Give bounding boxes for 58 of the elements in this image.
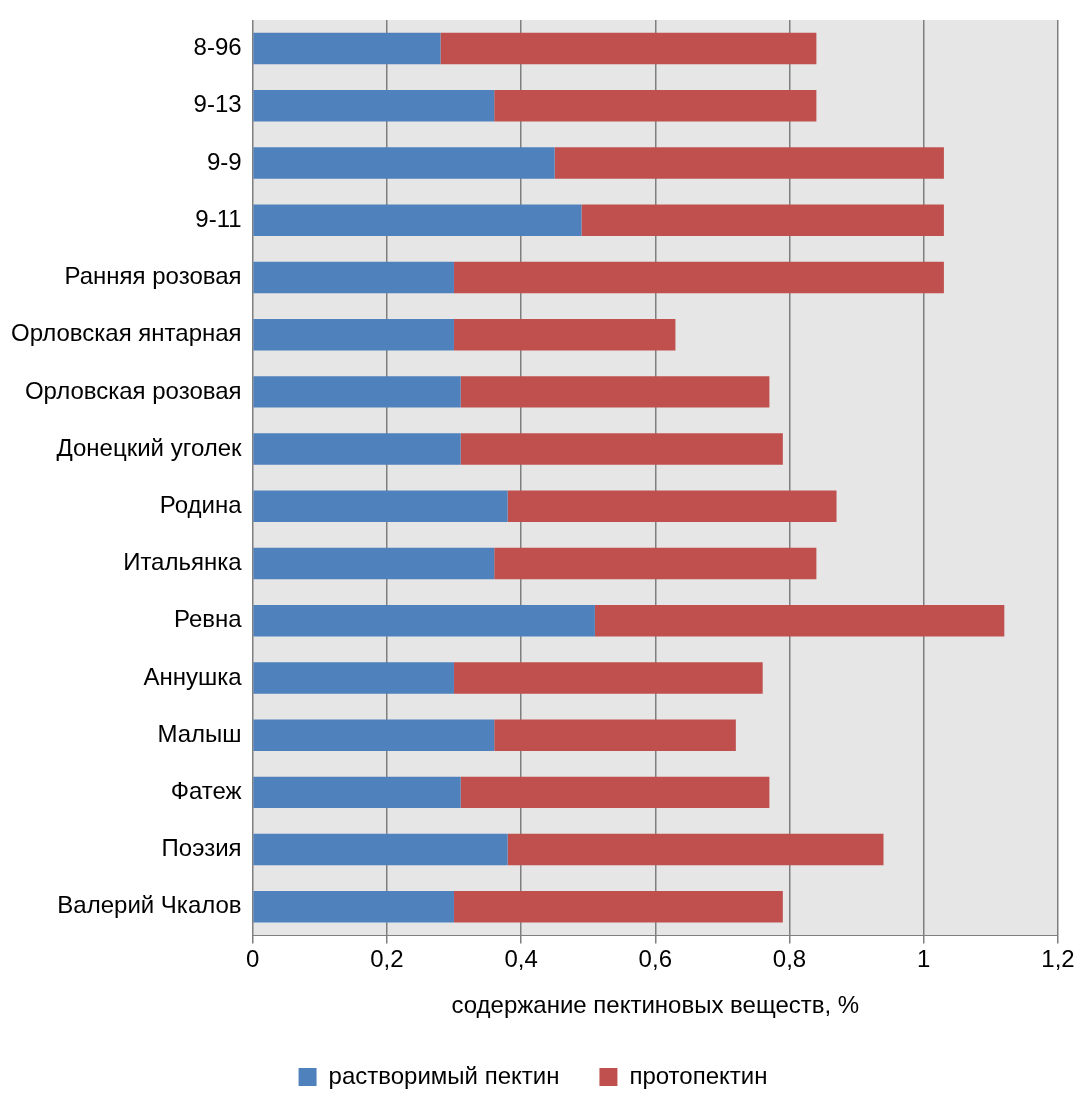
bar <box>453 261 944 294</box>
x-tick-label: 0 <box>245 945 260 973</box>
bar <box>253 147 555 179</box>
legend-label: растворимый пектин <box>328 1061 560 1089</box>
bar <box>253 662 454 694</box>
y-tick-label: 8-96 <box>193 33 242 61</box>
y-tick-label: Орловская розовая <box>24 376 242 404</box>
bar <box>453 891 783 923</box>
y-tick-label: Валерий Чкалов <box>57 891 242 919</box>
x-tick-label: 1 <box>917 945 931 973</box>
bar <box>453 662 763 694</box>
y-tick-label: Итальянка <box>123 548 243 576</box>
bar <box>494 719 736 751</box>
bar <box>253 547 495 580</box>
bar <box>253 204 582 236</box>
y-tick-label: Орловская янтарная <box>10 319 242 347</box>
x-tick-label: 0,6 <box>638 945 672 973</box>
y-tick-label: Родина <box>159 490 243 518</box>
x-tick-label: 1,2 <box>1041 945 1075 973</box>
bar <box>460 376 770 408</box>
bar <box>253 833 508 866</box>
bar <box>253 490 508 523</box>
bar <box>253 891 454 923</box>
y-tick-label: Ревна <box>173 605 243 633</box>
x-tick-label: 0,4 <box>504 945 538 973</box>
x-tick-label: 0,8 <box>772 945 807 973</box>
bar <box>253 376 461 408</box>
y-tick-label: Ранняя розовая <box>64 262 242 290</box>
x-axis-title: содержание пектиновых веществ, % <box>451 991 860 1019</box>
bar <box>554 147 944 179</box>
bar <box>494 547 817 580</box>
bar <box>494 90 817 122</box>
bar <box>581 204 944 236</box>
bar <box>594 605 1005 637</box>
bar <box>253 719 495 751</box>
y-tick-label: 9-9 <box>206 147 242 175</box>
bar <box>253 318 454 351</box>
bar <box>460 776 770 809</box>
bar <box>253 776 461 809</box>
bar <box>453 318 676 351</box>
bar <box>440 32 817 65</box>
y-tick-label: Фатеж <box>170 776 242 804</box>
bar <box>507 833 884 866</box>
bar <box>253 32 441 65</box>
y-tick-label: Аннушка <box>143 662 243 690</box>
y-tick-label: Малыш <box>157 719 242 747</box>
bar <box>253 433 461 465</box>
legend-label: протопектин <box>629 1061 768 1089</box>
y-tick-label: 9-11 <box>195 204 242 232</box>
x-tick-label: 0,2 <box>370 945 404 973</box>
bar <box>253 261 454 294</box>
bar <box>507 490 837 523</box>
y-tick-label: Донецкий уголек <box>56 433 243 461</box>
y-tick-label: 9-13 <box>193 90 242 118</box>
bar <box>253 605 595 637</box>
bar <box>460 433 783 465</box>
y-tick-label: Поэзия <box>161 834 242 862</box>
bar <box>253 90 495 122</box>
